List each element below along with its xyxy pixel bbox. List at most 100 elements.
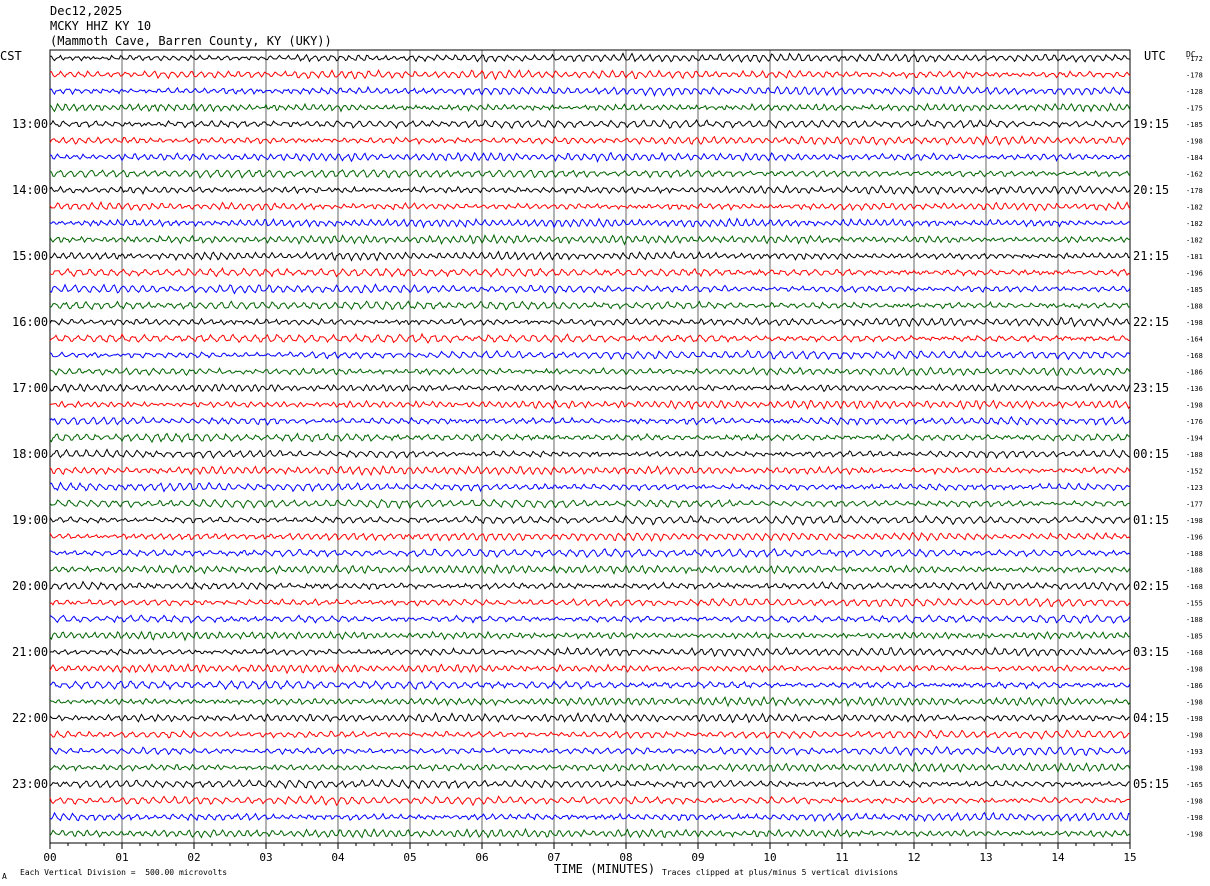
right-hour-label: 05:15 bbox=[1133, 777, 1169, 791]
plot-frame bbox=[49, 49, 1131, 844]
left-hour-label: 23:00 bbox=[12, 777, 48, 791]
dc-offset-label: -188 bbox=[1186, 567, 1203, 575]
x-tick-label: 03 bbox=[259, 851, 272, 864]
right-hour-label: 20:15 bbox=[1133, 183, 1169, 197]
dc-offset-label: -198 bbox=[1186, 715, 1203, 723]
dc-offset-label: -198 bbox=[1186, 814, 1203, 822]
dc-offset-label: -175 bbox=[1186, 105, 1203, 113]
seismic-trace bbox=[49, 547, 1131, 559]
dc-offset-label: -155 bbox=[1186, 600, 1203, 608]
x-axis-title: TIME (MINUTES) bbox=[554, 862, 656, 876]
seismic-trace bbox=[49, 233, 1131, 246]
dc-offset-label: -198 bbox=[1186, 402, 1203, 410]
dc-offset-label: -198 bbox=[1186, 517, 1203, 525]
seismic-trace bbox=[49, 366, 1131, 377]
seismic-trace bbox=[49, 200, 1131, 212]
header-station: MCKY HHZ KY 10 bbox=[50, 19, 152, 33]
seismic-trace bbox=[49, 332, 1131, 344]
right-hour-label: 21:15 bbox=[1133, 249, 1169, 263]
seismic-trace bbox=[49, 663, 1131, 675]
seismic-trace bbox=[49, 283, 1131, 295]
right-hour-label: 00:15 bbox=[1133, 447, 1169, 461]
seismic-trace bbox=[49, 85, 1131, 97]
x-tick-label: 13 bbox=[979, 851, 992, 864]
dc-offset-label: -165 bbox=[1186, 781, 1203, 789]
dc-offset-label: -136 bbox=[1186, 385, 1203, 393]
dc-offset-label: -172 bbox=[1186, 55, 1203, 63]
right-hour-label: 01:15 bbox=[1133, 513, 1169, 527]
seismic-trace bbox=[49, 614, 1131, 625]
dc-offset-label: -128 bbox=[1186, 88, 1203, 96]
x-tick-label: 15 bbox=[1123, 851, 1136, 864]
seismic-trace bbox=[49, 729, 1131, 740]
seismic-trace bbox=[49, 811, 1131, 823]
dc-offset-label: -186 bbox=[1186, 369, 1203, 377]
left-hour-label: 13:00 bbox=[12, 117, 48, 131]
seismic-trace bbox=[49, 531, 1131, 542]
dc-offset-label: -168 bbox=[1186, 352, 1203, 360]
seismic-trace bbox=[49, 184, 1131, 196]
x-tick-label: 11 bbox=[835, 851, 848, 864]
left-hour-label: 19:00 bbox=[12, 513, 48, 527]
seismic-trace bbox=[49, 646, 1131, 657]
seismic-trace bbox=[49, 415, 1131, 426]
x-tick-label: 07 bbox=[547, 851, 560, 864]
seismic-trace bbox=[49, 432, 1131, 444]
x-tick-label: 00 bbox=[43, 851, 56, 864]
seismic-trace bbox=[49, 68, 1131, 81]
x-tick-label: 02 bbox=[187, 851, 200, 864]
seismic-trace bbox=[49, 316, 1131, 328]
dc-offset-label: -198 bbox=[1186, 765, 1203, 773]
dc-offset-label: -178 bbox=[1186, 187, 1203, 195]
seismic-trace bbox=[49, 399, 1131, 411]
seismic-trace bbox=[49, 52, 1131, 64]
seismic-trace bbox=[49, 761, 1131, 773]
seismic-trace bbox=[49, 498, 1131, 510]
seismic-trace bbox=[49, 169, 1131, 179]
left-hour-label: 17:00 bbox=[12, 381, 48, 395]
dc-offset-label: -188 bbox=[1186, 451, 1203, 459]
left-hour-label: 15:00 bbox=[12, 249, 48, 263]
dc-offset-label: -123 bbox=[1186, 484, 1203, 492]
dc-offset-label: -152 bbox=[1186, 468, 1203, 476]
seismic-trace bbox=[49, 481, 1131, 493]
dc-offset-label: -188 bbox=[1186, 616, 1203, 624]
dc-offset-label: -181 bbox=[1186, 253, 1203, 261]
left-hour-label: 18:00 bbox=[12, 447, 48, 461]
dc-offset-label: -185 bbox=[1186, 633, 1203, 641]
left-hour-label: 21:00 bbox=[12, 645, 48, 659]
left-hour-label: 20:00 bbox=[12, 579, 48, 593]
x-tick-label: 10 bbox=[763, 851, 776, 864]
right-hour-label: 02:15 bbox=[1133, 579, 1169, 593]
dc-offset-label: -198 bbox=[1186, 666, 1203, 674]
dc-offset-label: -194 bbox=[1186, 435, 1203, 443]
dc-offset-label: -182 bbox=[1186, 237, 1203, 245]
header-location: (Mammoth Cave, Barren County, KY (UKY)) bbox=[50, 34, 332, 48]
dc-label: DC bbox=[1186, 50, 1196, 59]
dc-offset-label: -178 bbox=[1186, 72, 1203, 80]
x-tick-label: 09 bbox=[691, 851, 704, 864]
x-tick-label: 06 bbox=[475, 851, 488, 864]
seismic-trace bbox=[49, 695, 1131, 708]
dc-offset-label: -176 bbox=[1186, 418, 1203, 426]
left-hour-label: 14:00 bbox=[12, 183, 48, 197]
seismic-trace bbox=[49, 448, 1131, 460]
right-hour-label: 19:15 bbox=[1133, 117, 1169, 131]
dc-offset-label: -184 bbox=[1186, 154, 1203, 162]
dc-offset-label: -186 bbox=[1186, 682, 1203, 690]
right-hour-label: 22:15 bbox=[1133, 315, 1169, 329]
dc-offset-label: -198 bbox=[1186, 798, 1203, 806]
dc-offset-label: -182 bbox=[1186, 204, 1203, 212]
dc-offset-label: -168 bbox=[1186, 583, 1203, 591]
seismic-trace bbox=[49, 349, 1131, 361]
x-tick-label: 12 bbox=[907, 851, 920, 864]
x-tick-label: 04 bbox=[331, 851, 345, 864]
right-timezone: UTC bbox=[1144, 49, 1166, 63]
seismic-trace bbox=[49, 266, 1131, 278]
seismic-trace bbox=[49, 151, 1131, 164]
dc-offset-label: -185 bbox=[1186, 121, 1203, 129]
left-timezone: CST bbox=[0, 49, 22, 63]
seismic-trace bbox=[49, 778, 1131, 790]
dc-offset-label: -198 bbox=[1186, 319, 1203, 327]
dc-offset-label: -193 bbox=[1186, 748, 1203, 756]
